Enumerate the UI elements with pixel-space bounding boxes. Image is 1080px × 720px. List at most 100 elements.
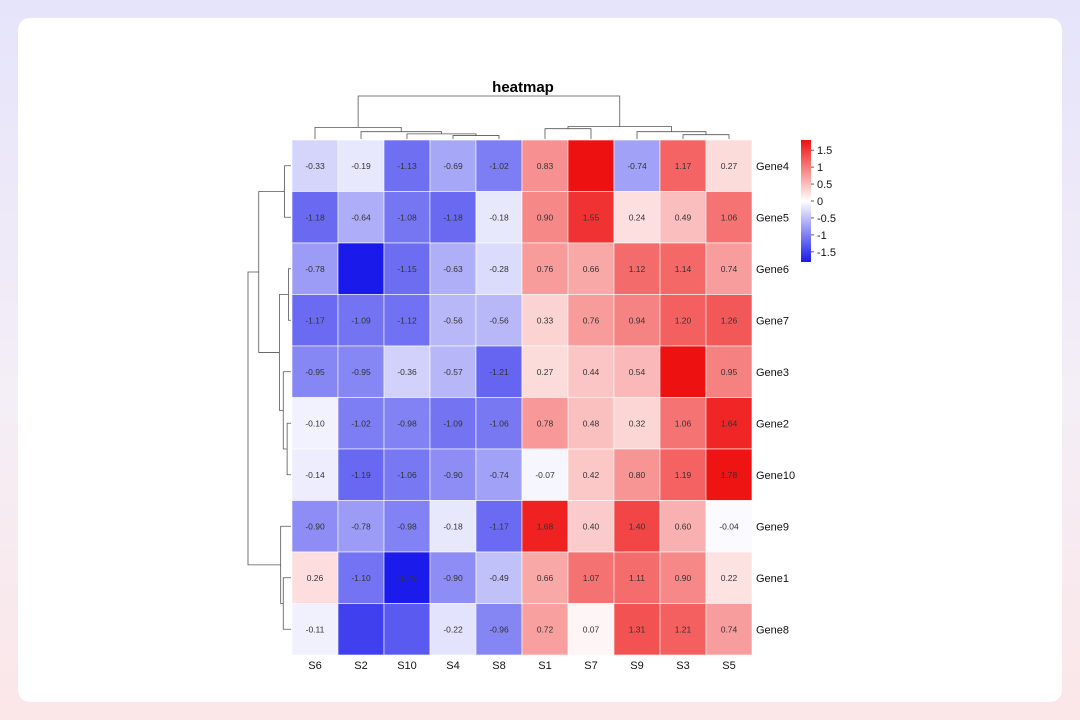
heatmap-cell-gene9-s4	[429, 500, 477, 553]
cell-value-label: 1.21	[675, 624, 692, 634]
cell-value-label: 0.90	[675, 573, 692, 583]
heatmap-cell-gene8-s4	[429, 603, 477, 656]
legend-tick-label: 1	[817, 162, 823, 174]
cell-value-label: 0.44	[583, 367, 600, 377]
cell-value-label: 0.54	[629, 367, 646, 377]
cell-value-label: 0.24	[629, 212, 646, 222]
column-label-s9: S9	[630, 660, 643, 672]
cell-value-label: 1.17	[675, 161, 692, 171]
cell-value-label: 0.80	[629, 470, 646, 480]
cell-value-label: 1.19	[675, 470, 692, 480]
column-label-s7: S7	[584, 660, 597, 672]
heatmap-cell-gene10-s1	[521, 448, 569, 501]
cell-value-label: -1.12	[397, 315, 417, 325]
heatmap-cell-gene1-s1	[521, 551, 569, 604]
heatmap-cell-gene4-s2	[337, 139, 385, 192]
cell-value-label: 0.48	[583, 418, 600, 428]
cell-value-label: -1.13	[397, 161, 417, 171]
legend-tick-label: 0	[817, 196, 823, 208]
dendrogram-branch	[567, 126, 672, 132]
cell-value-label: 0.33	[537, 315, 554, 325]
cell-value-label: -0.14	[305, 470, 325, 480]
cell-value-label: 1.14	[675, 264, 692, 274]
heatmap-cell-gene6-s2	[337, 242, 385, 295]
dendrogram-branch	[247, 271, 281, 566]
heatmap-cell-gene10-s6	[291, 448, 339, 501]
dendrogram-branch	[544, 128, 592, 139]
heatmap-cell-gene2-s1	[521, 397, 569, 450]
heatmap-cell-gene7-s9	[613, 294, 661, 347]
heatmap-cell-gene8-s5	[705, 603, 753, 656]
column-label-s6: S6	[308, 660, 321, 672]
cell-value-label: 0.74	[721, 264, 738, 274]
heatmap-cell-gene1-s4	[429, 551, 477, 604]
heatmap-cell-gene9-s3	[659, 500, 707, 553]
heatmap-cell-gene6-s3	[659, 242, 707, 295]
cell-value-label: -0.56	[489, 315, 509, 325]
row-label-gene5: Gene5	[756, 212, 789, 224]
dendrogram-branch	[452, 135, 500, 139]
cell-value-label: 0.76	[537, 264, 554, 274]
cell-value-label: -0.95	[305, 367, 325, 377]
cell-value-label: -1.09	[443, 418, 463, 428]
column-labels: S6 S2 S10 S4 S8 S1 S7 S9 S3 S5	[308, 660, 735, 672]
heatmap-cell-gene4-s5	[705, 139, 753, 192]
cell-value-label: -0.19	[351, 161, 371, 171]
cell-value-label: -0.56	[443, 315, 463, 325]
heatmap-cell-gene4-s7	[567, 139, 615, 192]
heatmap-cell-gene2-s6	[291, 397, 339, 450]
heatmap-cell-gene10-s5	[705, 448, 753, 501]
heatmap-cell-gene5-s1	[521, 191, 569, 244]
cell-value-label: -0.78	[305, 264, 325, 274]
cell-value-label: -1.79	[397, 573, 417, 583]
cell-value-label: -0.18	[489, 212, 509, 222]
heatmap-cell-gene9-s6	[291, 500, 339, 553]
dendrogram-branch	[682, 134, 730, 139]
dendrogram-branch	[314, 126, 402, 139]
legend-tick-label: -1	[817, 230, 827, 242]
cell-value-label: -0.64	[351, 212, 371, 222]
row-label-gene1: Gene1	[756, 573, 789, 585]
cell-value-label: -0.33	[305, 161, 325, 171]
dendrogram-branch	[360, 131, 442, 139]
heatmap-cell-gene5-s6	[291, 191, 339, 244]
heatmap-cell-gene5-s10	[383, 191, 431, 244]
heatmap-cell-gene6-s1	[521, 242, 569, 295]
heatmap-cell-gene5-s5	[705, 191, 753, 244]
heatmap-cell-gene5-s2	[337, 191, 385, 244]
heatmap-cell-gene7-s2	[337, 294, 385, 347]
legend-tick-label: 0.5	[817, 179, 832, 191]
column-label-s1: S1	[538, 660, 551, 672]
cell-value-label: -0.10	[305, 418, 325, 428]
chart-title: heatmap	[492, 79, 554, 96]
cell-value-label: 0.72	[537, 624, 554, 634]
cell-value-label: 0.78	[537, 418, 554, 428]
heatmap-cell-gene9-s7	[567, 500, 615, 553]
heatmap-cell-gene8-s10	[383, 603, 431, 656]
row-dendrogram	[247, 165, 291, 630]
row-labels: Gene4 Gene5 Gene6 Gene7 Gene3 Gene2 Gene10 Gene…	[756, 161, 795, 637]
dendrogram-branch	[636, 131, 707, 139]
cell-value-label: 1.11	[629, 573, 645, 583]
heatmap-cell-gene8-s6	[291, 603, 339, 656]
dendrogram-branch	[286, 422, 291, 476]
cell-value-label: 0.66	[583, 264, 600, 274]
row-label-gene2: Gene2	[756, 418, 789, 430]
cell-value-label: 0.22	[721, 573, 738, 583]
heatmap-cell-gene8-s3	[659, 603, 707, 656]
cell-value-label: 1.64	[721, 418, 738, 428]
cell-value-label: 0.26	[307, 573, 324, 583]
heatmap-cell-gene10-s2	[337, 448, 385, 501]
column-label-s8: S8	[492, 660, 505, 672]
dendrogram-branch	[406, 133, 477, 139]
cell-value-label: 1.78	[721, 470, 738, 480]
cell-value-label: -0.22	[443, 624, 463, 634]
heatmap-cell-gene9-s9	[613, 500, 661, 553]
cell-value-label: 0.74	[721, 624, 738, 634]
heatmap-cell-gene10-s4	[429, 448, 477, 501]
cell-value-label: -0.69	[443, 161, 463, 171]
legend-tick-label: -1.5	[817, 247, 836, 259]
cell-value-label: 1.06	[721, 212, 738, 222]
cell-value-label: 1.07	[583, 573, 600, 583]
cell-value-label: -0.74	[627, 161, 647, 171]
